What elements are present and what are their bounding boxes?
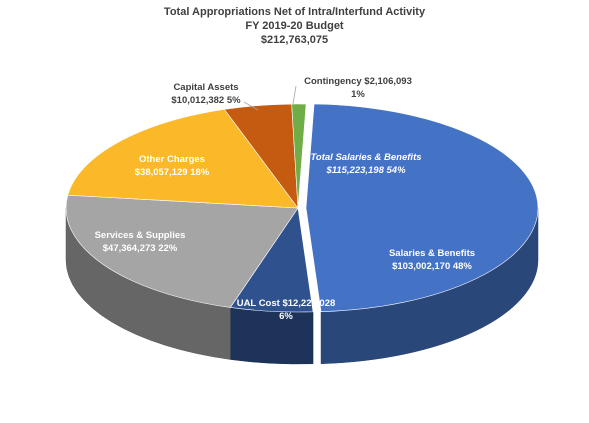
- slice-other-charges: [67, 109, 299, 209]
- chart-total: $212,763,075: [260, 34, 329, 46]
- chart-subtitle: FY 2019-20 Budget: [245, 20, 344, 32]
- slice-side-ual-cost: [230, 307, 314, 365]
- slice-salaries-benefits: [305, 103, 539, 313]
- pie-tops: [65, 103, 539, 313]
- slice-label-services-supplies: Services & Supplies $47,364,273 22%: [95, 230, 186, 254]
- slice-label-contingency: Contingency $2,106,093 1%: [304, 76, 412, 100]
- leader-capital-assets: [243, 101, 259, 111]
- slice-label-salaries-benefits: Salaries & Benefits $103,002,170 48%: [389, 248, 475, 272]
- group-label-total-salaries-benefits: Total Salaries & Benefits $115,223,198 54…: [310, 152, 421, 176]
- leader-lines: [243, 85, 297, 111]
- slice-contingency: [291, 103, 307, 209]
- slice-services-supplies: [65, 194, 299, 308]
- leader-contingency: [292, 85, 297, 105]
- slice-label-ual-cost: UAL Cost $12,221,028 6%: [237, 298, 336, 322]
- pie-sides: [65, 207, 539, 365]
- slice-label-capital-assets: Capital Assets $10,012,382 5%: [171, 82, 241, 106]
- chart-title: Total Appropriations Net of Intra/Interf…: [163, 6, 426, 18]
- slice-label-other-charges: Other Charges $38,057,129 18%: [135, 154, 210, 178]
